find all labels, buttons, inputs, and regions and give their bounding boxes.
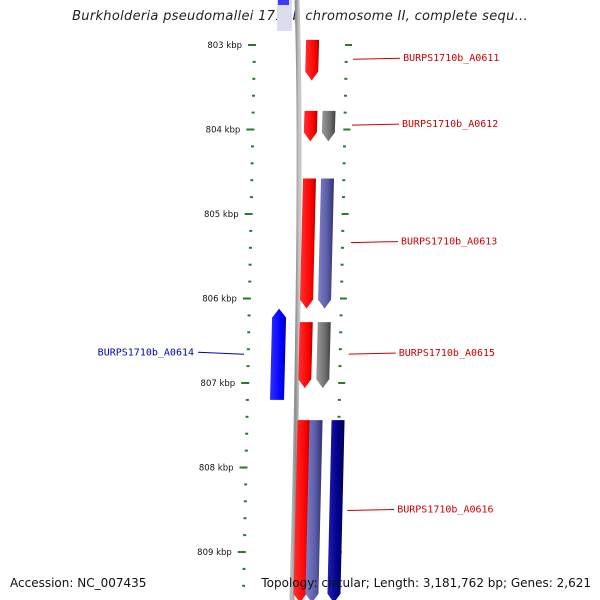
ruler-tick-label: 808 kbp <box>199 464 234 474</box>
ruler-tick-label: 806 kbp <box>202 295 237 305</box>
ruler-tick-label: 803 kbp <box>207 41 242 51</box>
gene-a0616-red-arrow[interactable] <box>293 420 311 600</box>
gene-label-leader <box>347 508 395 511</box>
gene-label-leader <box>197 351 245 355</box>
offscreen-gene-fragment <box>277 0 292 31</box>
gene-a0615-red-arrow[interactable] <box>298 322 313 389</box>
offscreen-gene-fragment-core <box>278 0 289 5</box>
gene-a0614-blue-arrow[interactable] <box>270 308 287 400</box>
ruler-tick-label: 807 kbp <box>201 379 236 389</box>
gene-a0615-gray-arrow[interactable] <box>316 322 331 389</box>
gene-label[interactable]: BURPS1710b_A0616 <box>397 504 493 515</box>
gene-label[interactable]: BURPS1710b_A0614 <box>98 347 194 358</box>
gene-label[interactable]: BURPS1710b_A0611 <box>403 53 499 64</box>
gene-label-leader <box>350 241 398 244</box>
gene-label[interactable]: BURPS1710b_A0612 <box>402 119 498 130</box>
gene-label-leader <box>351 123 399 126</box>
gene-a0613-red-arrow[interactable] <box>300 178 316 309</box>
gene-a0611-red-arrow[interactable] <box>305 39 320 81</box>
ruler-tick-label: 809 kbp <box>197 548 232 558</box>
ruler-tick-label: 805 kbp <box>204 210 239 220</box>
accession-label: Accession: NC_007435 <box>10 576 147 590</box>
gene-a0613-purple-arrow[interactable] <box>318 178 334 309</box>
gene-a0616-navy-arrow[interactable] <box>327 420 345 600</box>
gene-a0612-gray-arrow[interactable] <box>321 110 336 142</box>
topology-label: Topology: circular; Length: 3,181,762 bp… <box>261 576 591 590</box>
chromosome-backbone <box>289 0 302 600</box>
ruler-tick-label: 804 kbp <box>206 126 241 136</box>
gene-label[interactable]: BURPS1710b_A0615 <box>399 348 495 359</box>
gene-label-leader <box>348 352 396 355</box>
gene-a0616-purple-arrow[interactable] <box>305 420 323 600</box>
gene-a0612-red-arrow[interactable] <box>303 110 318 142</box>
gene-label-leader <box>353 57 401 60</box>
gene-label[interactable]: BURPS1710b_A0613 <box>401 237 497 248</box>
